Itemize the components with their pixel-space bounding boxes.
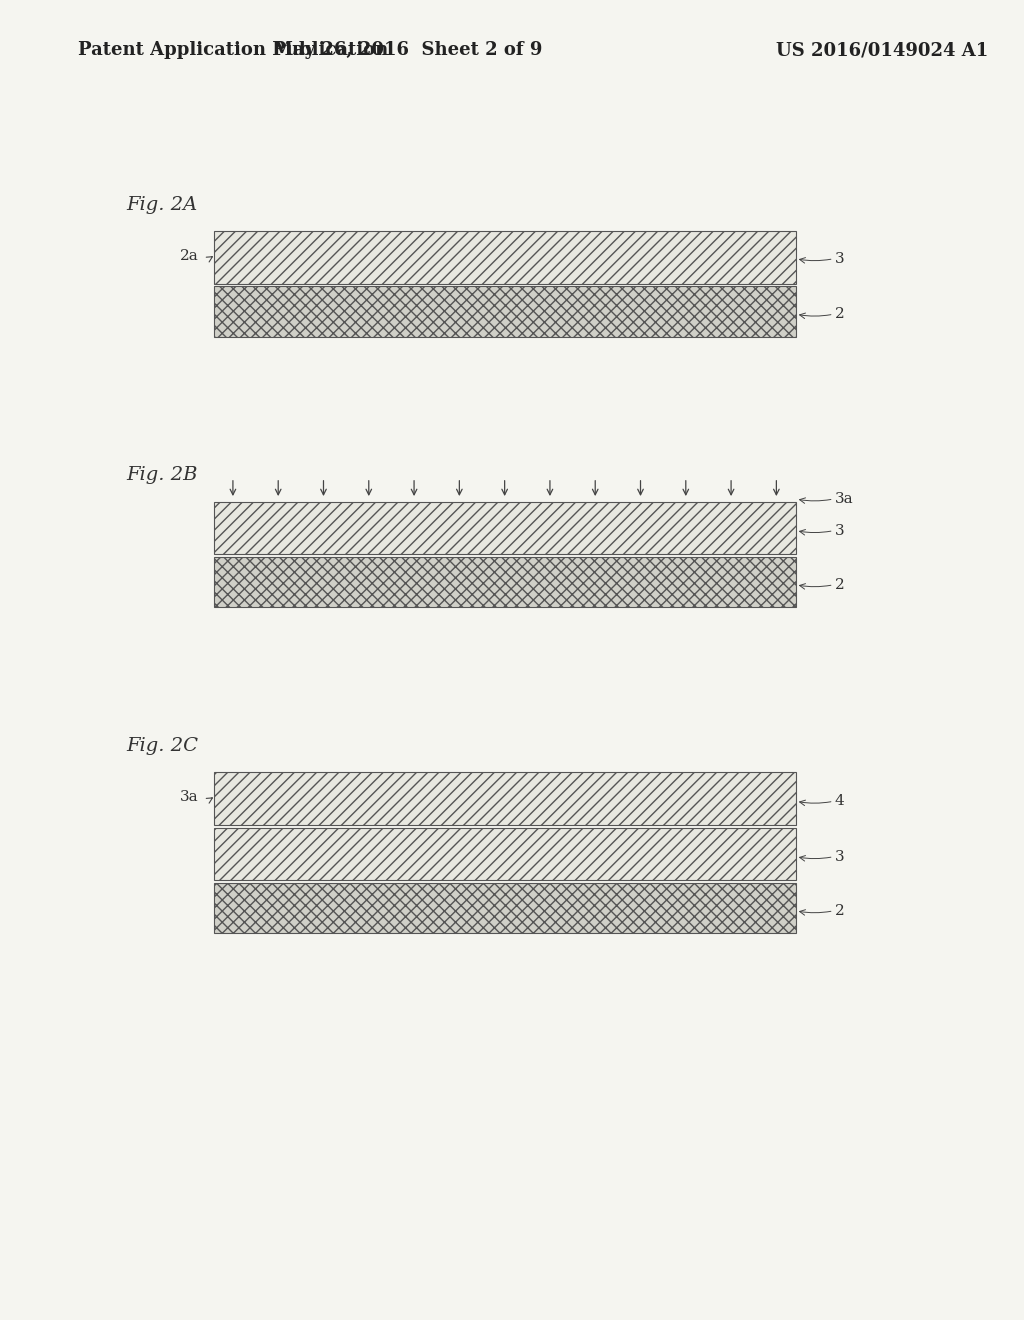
Text: 3: 3 (835, 252, 844, 265)
FancyBboxPatch shape (213, 557, 796, 607)
Text: 2: 2 (835, 578, 845, 591)
FancyBboxPatch shape (213, 286, 796, 337)
Text: 2a: 2a (180, 249, 199, 263)
Text: 3: 3 (835, 524, 844, 537)
FancyBboxPatch shape (213, 231, 796, 284)
Text: Patent Application Publication: Patent Application Publication (78, 41, 388, 59)
Text: May 26, 2016  Sheet 2 of 9: May 26, 2016 Sheet 2 of 9 (273, 41, 543, 59)
Text: 3: 3 (835, 850, 844, 863)
Text: 3a: 3a (180, 791, 199, 804)
Text: 3a: 3a (835, 492, 853, 506)
FancyBboxPatch shape (213, 772, 796, 825)
Text: 4: 4 (835, 795, 845, 808)
Text: US 2016/0149024 A1: US 2016/0149024 A1 (776, 41, 988, 59)
Text: Fig. 2B: Fig. 2B (126, 466, 198, 484)
Text: Fig. 2C: Fig. 2C (126, 737, 199, 755)
FancyBboxPatch shape (213, 828, 796, 880)
FancyBboxPatch shape (213, 502, 796, 554)
Text: Fig. 2A: Fig. 2A (126, 195, 198, 214)
Text: 2: 2 (835, 308, 845, 321)
FancyBboxPatch shape (213, 883, 796, 933)
Text: 2: 2 (835, 904, 845, 917)
